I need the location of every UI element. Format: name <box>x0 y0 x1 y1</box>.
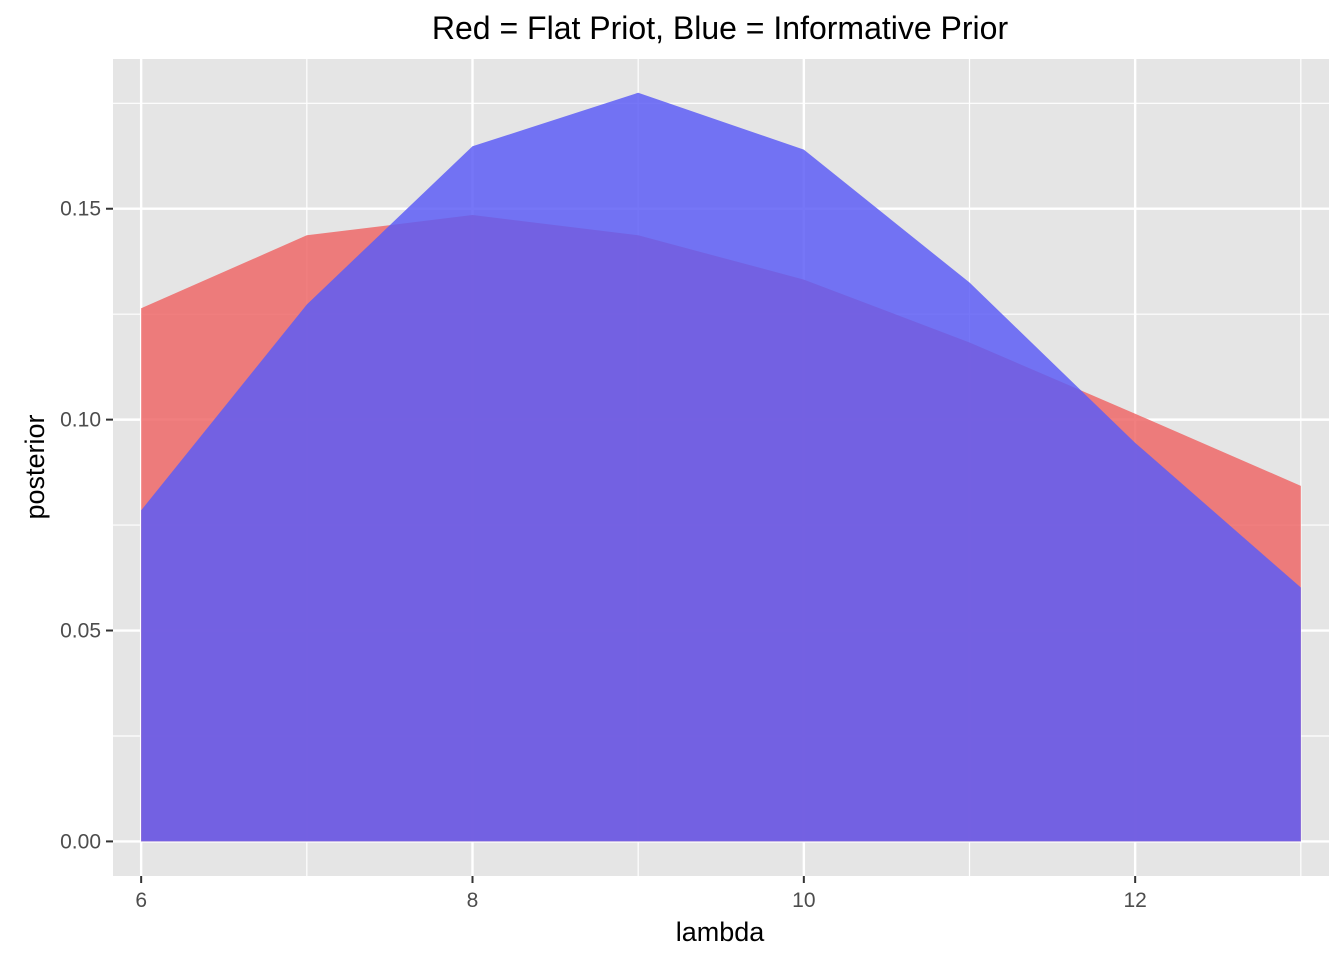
y-axis: 0.00 0.05 0.10 0.15 <box>60 198 113 853</box>
x-tick-label: 8 <box>467 889 479 912</box>
x-axis: 6 8 10 12 <box>135 876 1147 912</box>
x-tick-label: 10 <box>792 889 815 912</box>
series-area-informative-prior <box>141 92 1301 842</box>
chart-title: Red = Flat Priot, Blue = Informative Pri… <box>432 10 1009 46</box>
x-tick-label: 12 <box>1123 889 1146 912</box>
series-layer <box>141 92 1301 842</box>
y-tick-label: 0.10 <box>60 409 101 432</box>
x-tick-label: 6 <box>135 889 147 912</box>
y-axis-title: posterior <box>20 414 50 519</box>
y-tick-label: 0.00 <box>60 830 101 853</box>
y-tick-label: 0.15 <box>60 198 101 221</box>
x-axis-title: lambda <box>676 917 766 947</box>
y-tick-label: 0.05 <box>60 620 101 643</box>
